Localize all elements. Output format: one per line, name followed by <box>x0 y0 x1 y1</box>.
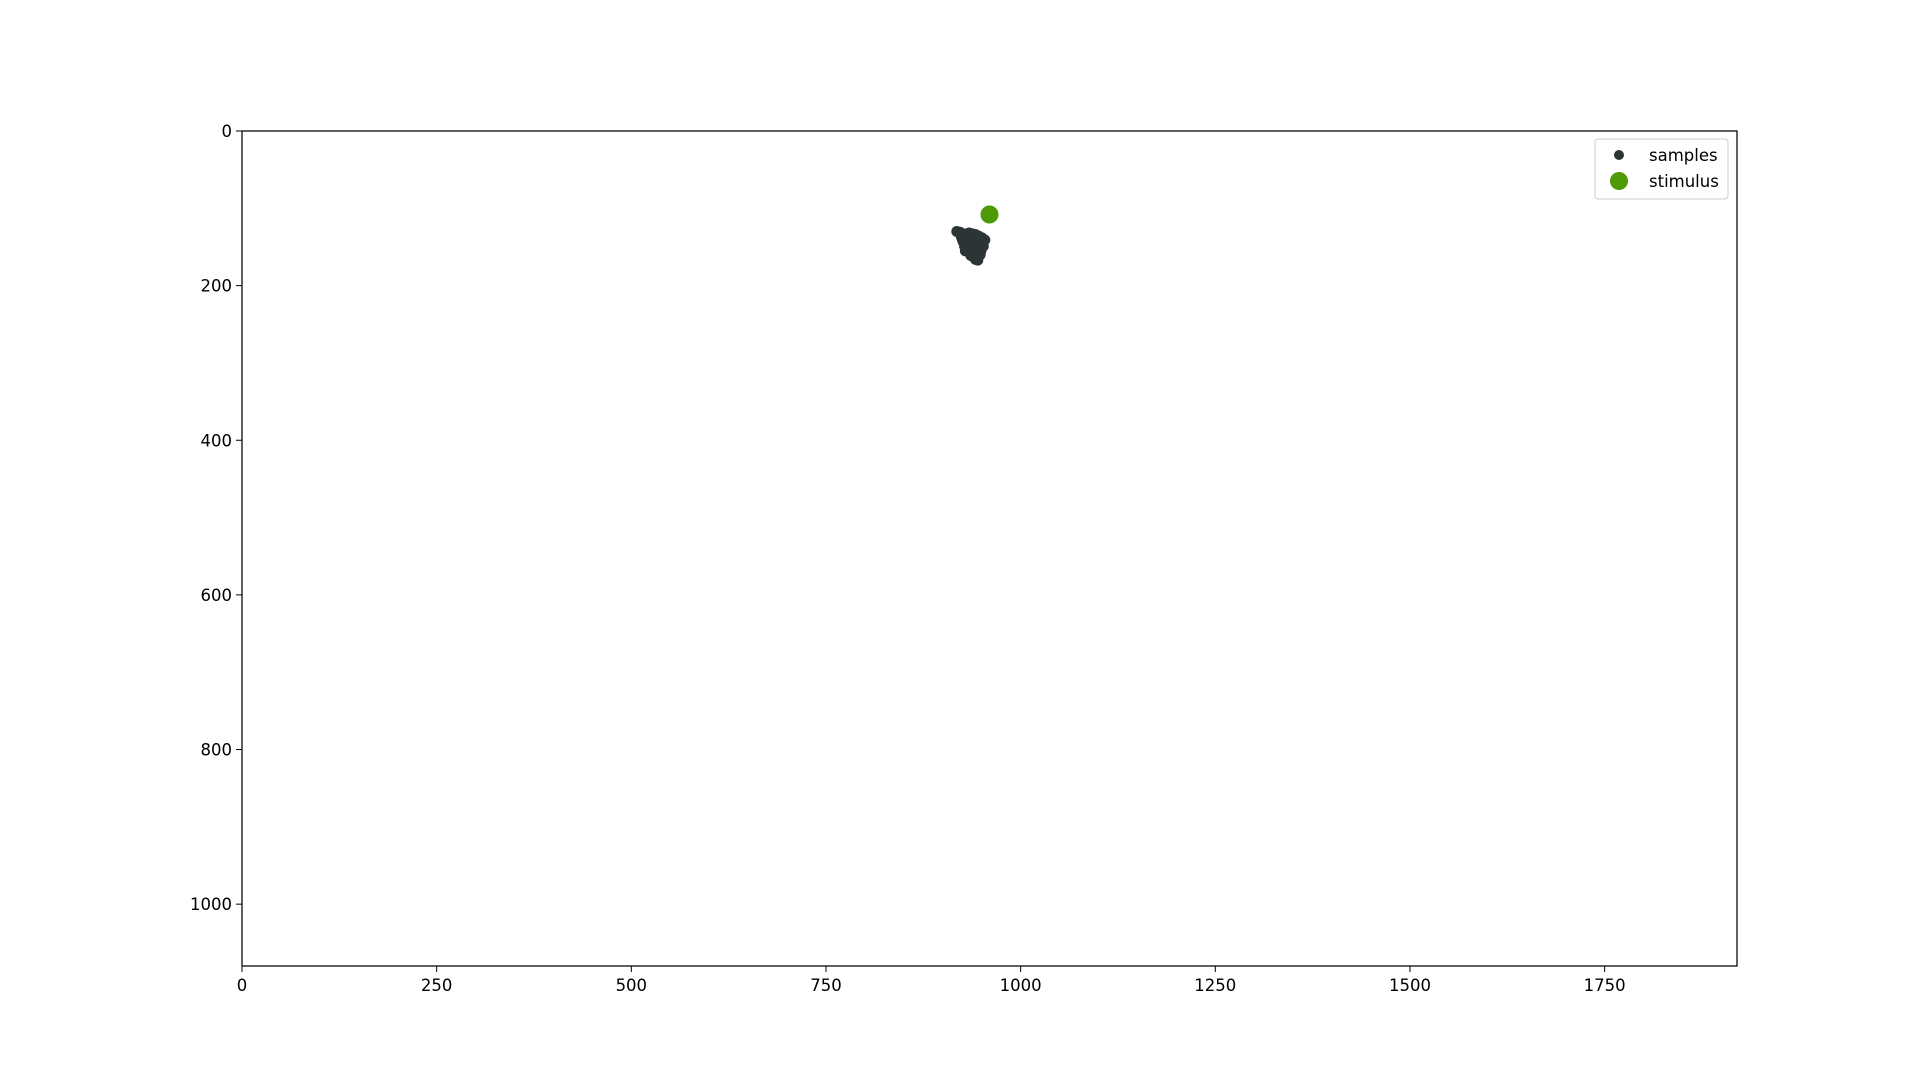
legend-box <box>1594 138 1729 200</box>
plot-frame <box>241 130 1738 967</box>
stimulus-point <box>980 205 999 224</box>
legend-marker-samples <box>1614 150 1624 160</box>
legend-label-stimulus: stimulus <box>1649 172 1719 191</box>
x-tick-label: 500 <box>616 976 648 995</box>
y-tick-label: 600 <box>201 586 233 605</box>
x-tick-label: 750 <box>810 976 842 995</box>
legend-label-samples: samples <box>1649 146 1718 165</box>
samples-point <box>972 254 984 266</box>
x-tick-label: 1500 <box>1389 976 1431 995</box>
x-tick-label: 1750 <box>1584 976 1626 995</box>
legend-marker-stimulus <box>1610 172 1628 190</box>
x-tick-label: 250 <box>421 976 453 995</box>
x-tick-label: 0 <box>237 976 248 995</box>
y-tick-label: 1000 <box>190 895 232 914</box>
samples-point <box>956 233 968 245</box>
y-axis: 0 200 400 600 800 1000 <box>190 122 242 914</box>
x-axis: 0 250 500 750 1000 1250 1500 1750 <box>237 966 1626 995</box>
y-tick-label: 200 <box>201 277 233 296</box>
x-tick-label: 1250 <box>1194 976 1236 995</box>
x-tick-label: 1000 <box>1000 976 1042 995</box>
y-tick-label: 400 <box>201 431 233 450</box>
y-tick-label: 800 <box>201 741 233 760</box>
y-tick-label: 0 <box>222 122 233 141</box>
samples-point <box>976 236 988 248</box>
plot-points <box>951 205 999 266</box>
legend: samples stimulus <box>1594 138 1729 200</box>
